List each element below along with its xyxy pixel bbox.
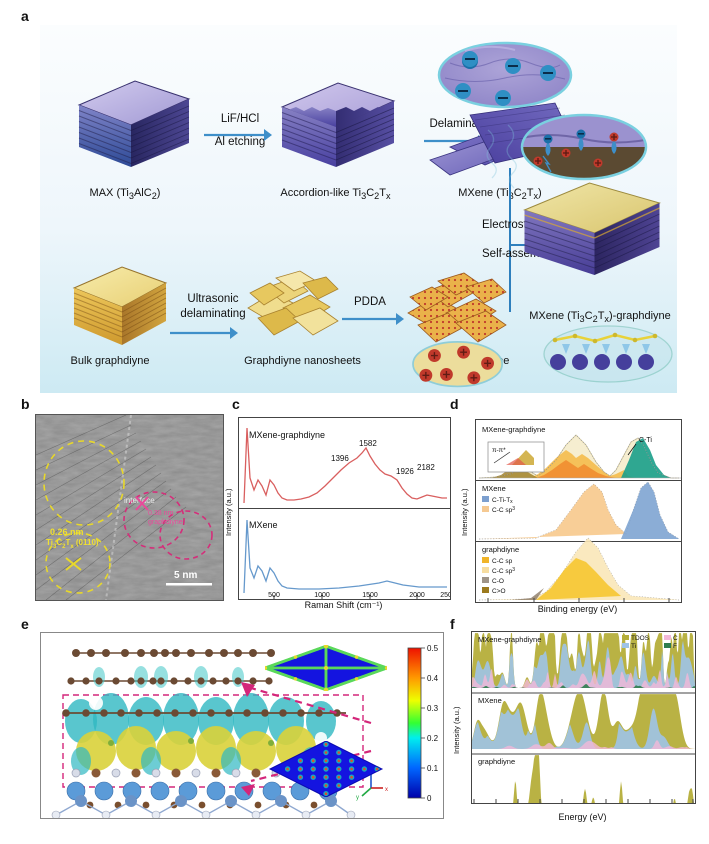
svg-text:1396: 1396 [331, 454, 349, 463]
svg-text:MXene-graphdiyne: MXene-graphdiyne [482, 425, 545, 434]
svg-text:MXene: MXene [249, 520, 278, 530]
svg-text:2000: 2000 [409, 592, 425, 599]
svg-text:MXene-graphdiyne: MXene-graphdiyne [249, 430, 325, 440]
svg-text:Ti: Ti [631, 643, 636, 650]
svg-text:1582: 1582 [359, 439, 377, 448]
svg-text:C: C [673, 635, 678, 642]
svg-text:1926: 1926 [396, 467, 414, 476]
svg-text:0.3: 0.3 [427, 704, 439, 713]
svg-text:graphdiyne: graphdiyne [482, 545, 519, 554]
svg-text:1000: 1000 [314, 592, 330, 599]
svg-text:0.38 nm: 0.38 nm [148, 510, 173, 517]
svg-text:C-Ti-Tx: C-Ti-Tx [492, 497, 513, 505]
svg-text:C-C sp: C-C sp [492, 558, 513, 565]
svg-text:graphdiyne: graphdiyne [478, 757, 515, 766]
svg-text:F: F [673, 643, 677, 650]
svg-text:C-C sp3: C-C sp3 [492, 567, 515, 575]
svg-text:MXene: MXene [478, 696, 502, 705]
svg-text:MXene-graphdiyne: MXene-graphdiyne [478, 635, 541, 644]
svg-text:2500: 2500 [440, 592, 450, 599]
svg-text:1500: 1500 [362, 592, 378, 599]
svg-text:π-π*: π-π* [492, 447, 506, 454]
svg-text:C-Ti: C-Ti [639, 437, 652, 444]
svg-text:C-C sp3: C-C sp3 [492, 506, 515, 514]
svg-text:0.4: 0.4 [427, 674, 439, 683]
svg-text:TDOS: TDOS [631, 635, 650, 642]
svg-text:500: 500 [268, 592, 280, 599]
svg-text:0: 0 [427, 794, 432, 803]
svg-text:0.5: 0.5 [427, 644, 439, 653]
svg-text:0.1: 0.1 [427, 764, 439, 773]
svg-text:5 nm: 5 nm [174, 570, 197, 581]
svg-text:C-O: C-O [492, 578, 504, 585]
svg-text:MXene: MXene [482, 484, 506, 493]
svg-text:C>O: C>O [492, 588, 506, 595]
svg-text:0.26 nm: 0.26 nm [50, 527, 84, 537]
svg-text:0.2: 0.2 [427, 734, 439, 743]
svg-text:graphdiyne: graphdiyne [148, 519, 183, 526]
svg-text:2182: 2182 [417, 463, 435, 472]
